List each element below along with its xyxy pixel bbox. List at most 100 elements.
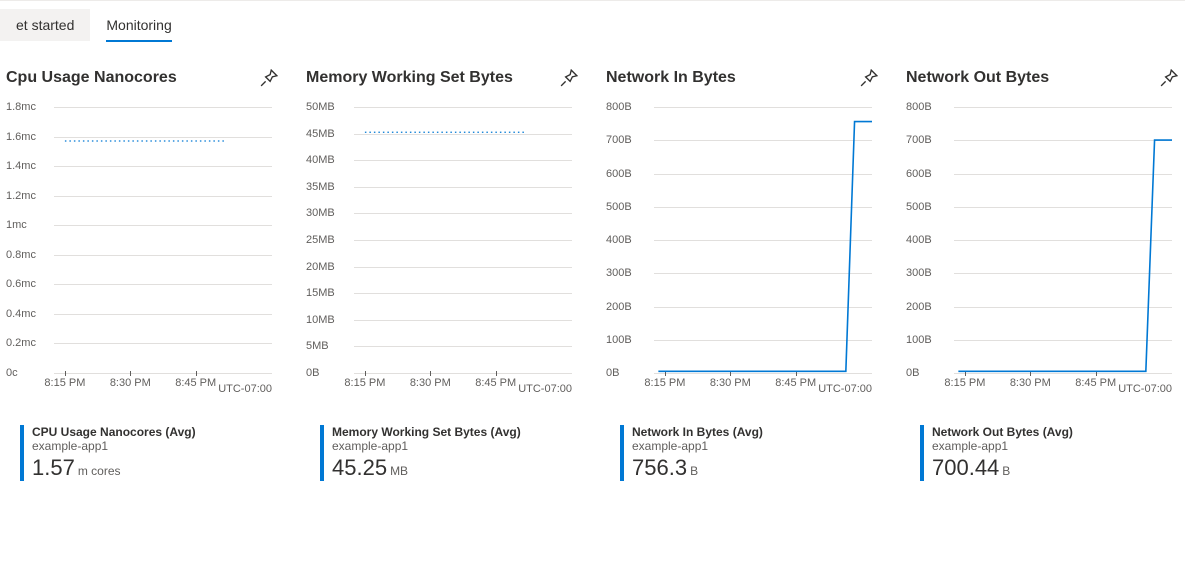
legend: Network In Bytes (Avg)example-app1756.3B (606, 425, 878, 481)
y-tick-label: 0B (606, 367, 650, 379)
metric-panel: Network Out Bytes 0B100B200B300B400B500B6… (906, 69, 1178, 481)
legend-value: 1.57m cores (32, 455, 278, 481)
plot: 0B100B200B300B400B500B600B700B800B8:15 P… (654, 107, 872, 373)
panel-header: Cpu Usage Nanocores (6, 69, 278, 87)
timezone-label: UTC-07:00 (518, 383, 572, 395)
y-tick-label: 400B (606, 234, 650, 246)
y-tick-label: 700B (606, 134, 650, 146)
tab-label: Monitoring (106, 17, 171, 33)
y-tick-label: 200B (606, 301, 650, 313)
y-tick-label: 0.8mc (6, 249, 50, 261)
y-tick-label: 1.6mc (6, 131, 50, 143)
pin-icon[interactable] (260, 69, 278, 87)
metric-panel: Cpu Usage Nanocores0c0.2mc0.4mc0.6mc0.8m… (6, 69, 278, 481)
legend-row: Network Out Bytes (Avg)example-app1700.4… (920, 425, 1178, 481)
chart-area: 0B100B200B300B400B500B600B700B800B8:15 P… (606, 107, 878, 407)
y-tick-label: 200B (906, 301, 950, 313)
panel-title: Memory Working Set Bytes (306, 69, 513, 87)
pin-icon[interactable] (1160, 69, 1178, 87)
legend-label: Network Out Bytes (Avg) (932, 425, 1178, 439)
x-tick-label: 8:15 PM (344, 377, 385, 389)
y-tick-label: 0B (306, 367, 350, 379)
y-tick-label: 35MB (306, 181, 350, 193)
y-tick-label: 300B (606, 267, 650, 279)
y-tick-label: 25MB (306, 234, 350, 246)
chart-area: 0B100B200B300B400B500B600B700B800B8:15 P… (906, 107, 1178, 407)
panel-header: Network Out Bytes (906, 69, 1178, 87)
value-unit: B (1002, 464, 1010, 478)
y-tick-label: 10MB (306, 314, 350, 326)
y-tick-label: 600B (906, 168, 950, 180)
panel-title: Network Out Bytes (906, 69, 1049, 87)
y-tick-label: 0c (6, 367, 50, 379)
legend-row: Network In Bytes (Avg)example-app1756.3B (620, 425, 878, 481)
chart-area: 0B5MB10MB15MB20MB25MB30MB35MB40MB45MB50M… (306, 107, 578, 407)
x-tick-label: 8:45 PM (1075, 377, 1116, 389)
x-tick-label: 8:45 PM (175, 377, 216, 389)
x-tick-label: 8:15 PM (644, 377, 685, 389)
panel-header: Memory Working Set Bytes (306, 69, 578, 87)
value-unit: MB (390, 464, 408, 478)
x-tick-label: 8:30 PM (1010, 377, 1051, 389)
y-tick-label: 500B (606, 201, 650, 213)
timezone-label: UTC-07:00 (218, 383, 272, 395)
panel-header: Network In Bytes (606, 69, 878, 87)
legend-value: 756.3B (632, 455, 878, 481)
y-tick-label: 20MB (306, 261, 350, 273)
chart-area: 0c0.2mc0.4mc0.6mc0.8mc1mc1.2mc1.4mc1.6mc… (6, 107, 278, 407)
series-line (54, 107, 272, 373)
value-unit: B (690, 464, 698, 478)
y-tick-label: 1.8mc (6, 101, 50, 113)
x-tick-label: 8:15 PM (44, 377, 85, 389)
y-tick-label: 600B (606, 168, 650, 180)
tab-label: et started (16, 17, 74, 33)
legend-value: 45.25MB (332, 455, 578, 481)
y-tick-label: 0B (906, 367, 950, 379)
y-tick-label: 1mc (6, 219, 50, 231)
tab-monitoring[interactable]: Monitoring (90, 9, 187, 41)
charts-row: Cpu Usage Nanocores0c0.2mc0.4mc0.6mc0.8m… (0, 69, 1185, 481)
grid-line (354, 373, 572, 374)
metric-panel: Memory Working Set Bytes 0B 5MB 10MB 15MB 20M… (306, 69, 578, 481)
legend: Network Out Bytes (Avg)example-app1700.4… (906, 425, 1178, 481)
value-number: 756.3 (632, 455, 687, 480)
x-tick-label: 8:45 PM (775, 377, 816, 389)
y-tick-label: 0.2mc (6, 337, 50, 349)
tab-get-started[interactable]: et started (0, 9, 90, 41)
y-tick-label: 1.2mc (6, 190, 50, 202)
y-tick-label: 800B (906, 101, 950, 113)
y-tick-label: 500B (906, 201, 950, 213)
legend: Memory Working Set Bytes (Avg)example-ap… (306, 425, 578, 481)
legend-label: CPU Usage Nanocores (Avg) (32, 425, 278, 439)
y-tick-label: 15MB (306, 287, 350, 299)
y-tick-label: 0.4mc (6, 308, 50, 320)
y-tick-label: 5MB (306, 340, 350, 352)
plot: 0B100B200B300B400B500B600B700B800B8:15 P… (954, 107, 1172, 373)
series-line (654, 107, 872, 373)
y-tick-label: 45MB (306, 128, 350, 140)
y-tick-label: 40MB (306, 154, 350, 166)
panel-title: Network In Bytes (606, 69, 736, 87)
value-number: 700.44 (932, 455, 999, 480)
metric-panel: Network In Bytes 0B100B200B300B400B500B60… (606, 69, 878, 481)
y-tick-label: 0.6mc (6, 278, 50, 290)
y-tick-label: 50MB (306, 101, 350, 113)
legend-sub: example-app1 (332, 439, 578, 453)
legend-sub: example-app1 (632, 439, 878, 453)
timezone-label: UTC-07:00 (1118, 383, 1172, 395)
tab-bar: et started Monitoring (0, 9, 1185, 41)
y-tick-label: 700B (906, 134, 950, 146)
value-number: 1.57 (32, 455, 75, 480)
y-tick-label: 30MB (306, 207, 350, 219)
series-line (954, 107, 1172, 373)
plot: 0c0.2mc0.4mc0.6mc0.8mc1mc1.2mc1.4mc1.6mc… (54, 107, 272, 373)
grid-line (954, 373, 1172, 374)
grid-line (54, 373, 272, 374)
legend-row: CPU Usage Nanocores (Avg)example-app11.5… (20, 425, 278, 481)
pin-icon[interactable] (860, 69, 878, 87)
grid-line (654, 373, 872, 374)
pin-icon[interactable] (560, 69, 578, 87)
y-tick-label: 100B (906, 334, 950, 346)
y-tick-label: 400B (906, 234, 950, 246)
legend: CPU Usage Nanocores (Avg)example-app11.5… (6, 425, 278, 481)
